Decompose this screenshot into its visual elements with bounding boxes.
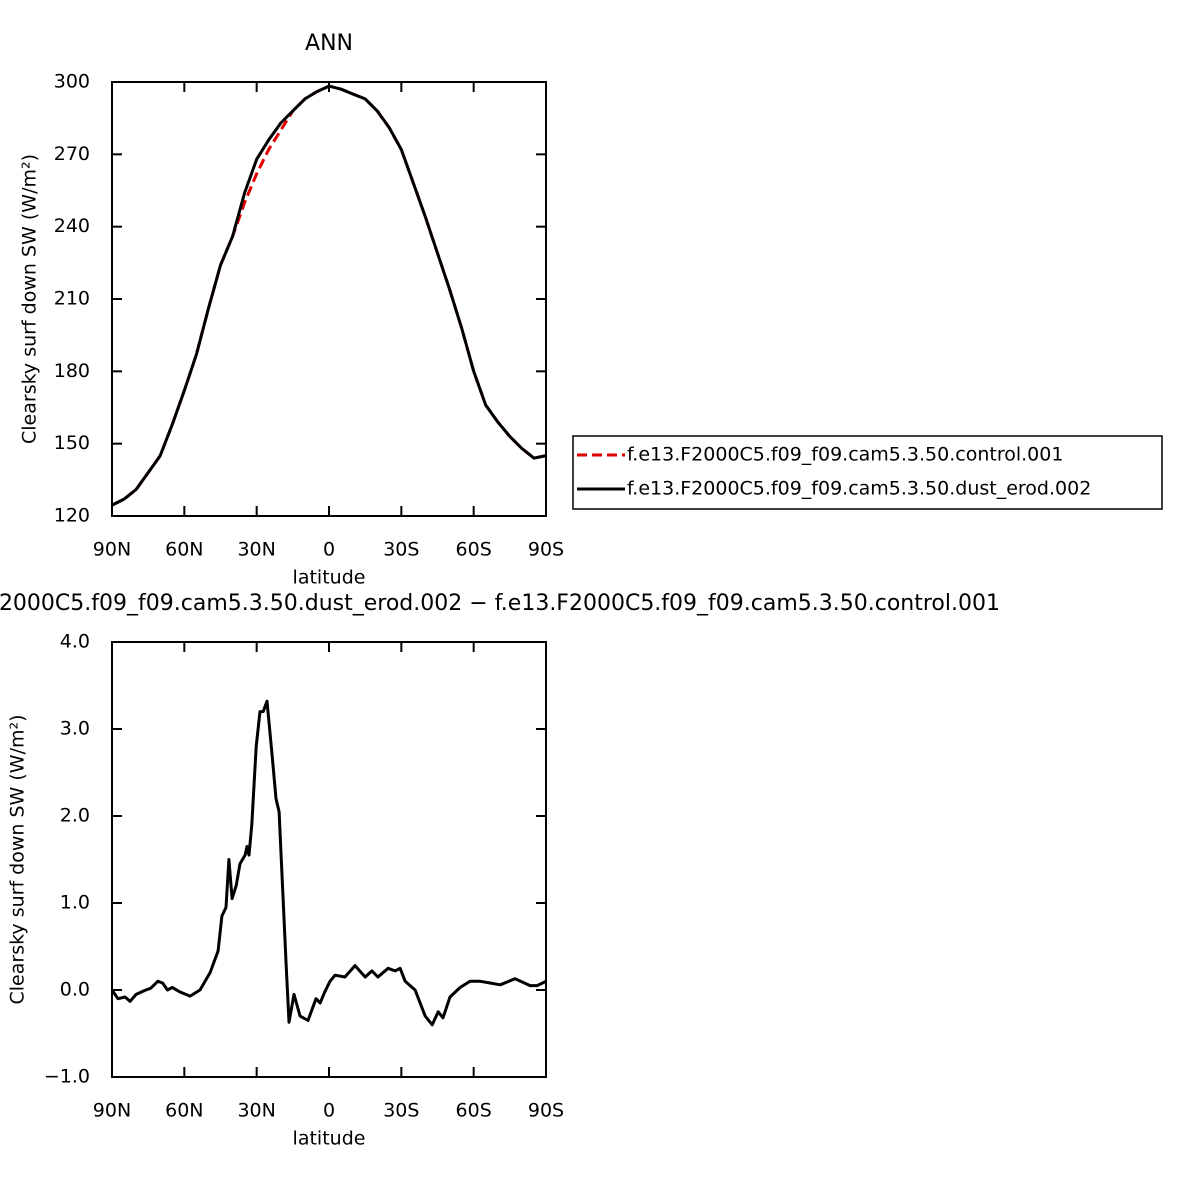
y-tick-label: 270 <box>54 143 90 165</box>
x-tick-label: 30N <box>237 539 275 561</box>
y-tick-label: 180 <box>54 360 90 382</box>
x-tick-label: 90N <box>93 539 131 561</box>
x-tick-label: 0 <box>323 1100 335 1122</box>
x-tick-label: 0 <box>323 539 335 561</box>
y-tick-label: 300 <box>54 71 90 93</box>
y-axis-label: Clearsky surf down SW (W/m²) <box>7 714 29 1004</box>
x-tick-label: 90S <box>528 539 564 561</box>
legend-box <box>572 435 1163 510</box>
y-tick-label: 150 <box>54 432 90 454</box>
chart-title: f.e13.F2000C5.f09_f09.cam5.3.50.dust_ero… <box>0 591 1000 616</box>
plot-frame <box>111 81 547 517</box>
x-tick-label: 30S <box>383 539 419 561</box>
y-tick-label: 120 <box>54 505 90 527</box>
y-tick-label: 4.0 <box>60 631 90 653</box>
x-axis-label: latitude <box>293 1128 366 1150</box>
data-line <box>111 84 547 507</box>
y-tick-label: 3.0 <box>60 718 90 740</box>
x-tick-label: 60S <box>456 539 492 561</box>
data-line <box>110 699 547 1027</box>
x-tick-label: 90S <box>528 1100 564 1122</box>
legend-label: f.e13.F2000C5.f09_f09.cam5.3.50.dust_ero… <box>627 478 1091 500</box>
y-tick-label: −1.0 <box>44 1066 90 1088</box>
y-tick-label: 1.0 <box>60 892 90 914</box>
legend-label: f.e13.F2000C5.f09_f09.cam5.3.50.control.… <box>627 444 1063 466</box>
chart-title: ANN <box>305 31 353 56</box>
x-tick-label: 60N <box>165 1100 203 1122</box>
x-tick-label: 30S <box>383 1100 419 1122</box>
y-axis-label: Clearsky surf down SW (W/m²) <box>19 154 41 444</box>
y-tick-label: 210 <box>54 288 90 310</box>
y-tick-label: 240 <box>54 215 90 237</box>
plot-frame <box>111 641 547 1078</box>
x-tick-label: 60S <box>456 1100 492 1122</box>
y-tick-label: 0.0 <box>60 979 90 1001</box>
x-tick-label: 60N <box>165 539 203 561</box>
x-tick-label: 90N <box>93 1100 131 1122</box>
y-tick-label: 2.0 <box>60 805 90 827</box>
x-tick-label: 30N <box>237 1100 275 1122</box>
x-axis-label: latitude <box>293 567 366 589</box>
data-line <box>111 84 547 507</box>
